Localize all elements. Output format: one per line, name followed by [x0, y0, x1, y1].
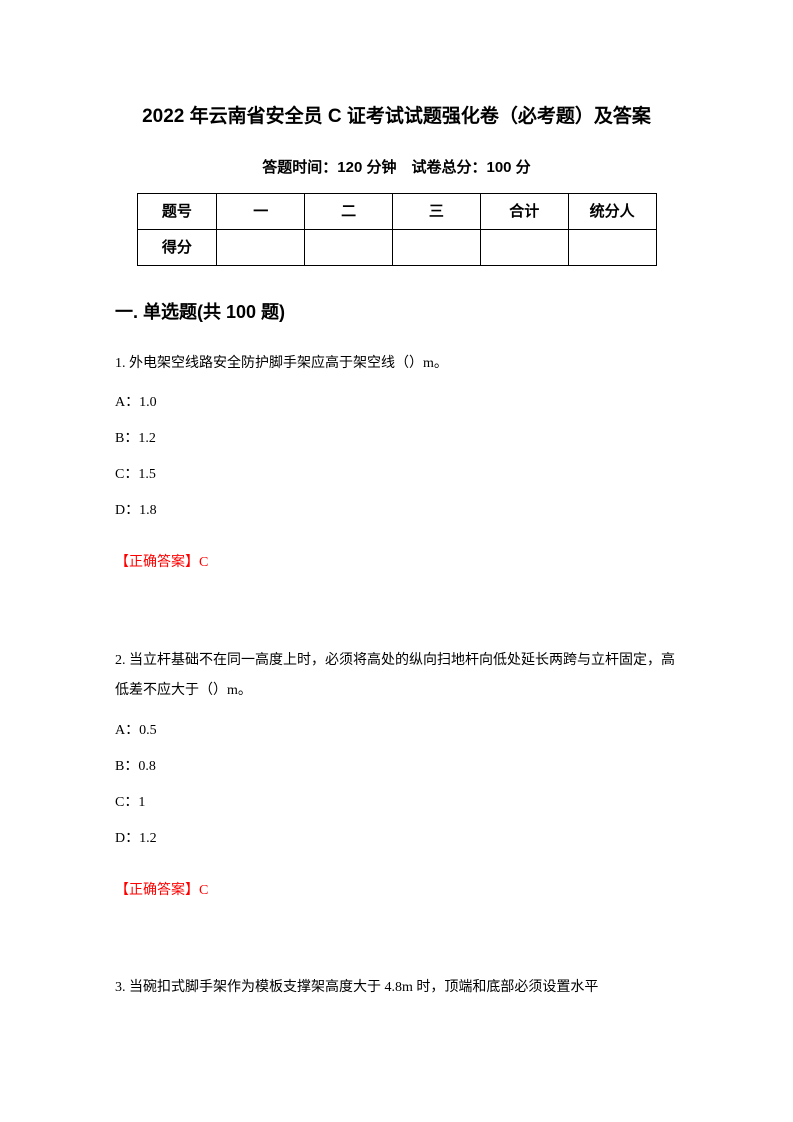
option-a: A：0.5 — [115, 717, 678, 745]
table-row: 得分 — [137, 230, 656, 266]
correct-answer: 【正确答案】C — [115, 878, 678, 903]
correct-answer: 【正确答案】C — [115, 550, 678, 575]
question-1: 1. 外电架空线路安全防护脚手架应高于架空线（）m。 A：1.0 B：1.2 C… — [115, 349, 678, 576]
option-a: A：1.0 — [115, 389, 678, 417]
option-c: C：1 — [115, 789, 678, 817]
header-col1: 一 — [217, 194, 305, 230]
option-c: C：1.5 — [115, 461, 678, 489]
table-row: 题号 一 二 三 合计 统分人 — [137, 194, 656, 230]
header-col3: 三 — [393, 194, 481, 230]
exam-title: 2022 年云南省安全员 C 证考试试题强化卷（必考题）及答案 — [115, 100, 678, 134]
score-col5 — [568, 230, 656, 266]
question-text: 1. 外电架空线路安全防护脚手架应高于架空线（）m。 — [115, 349, 678, 380]
option-b: B：0.8 — [115, 753, 678, 781]
option-d: D：1.2 — [115, 825, 678, 853]
question-3: 3. 当碗扣式脚手架作为模板支撑架高度大于 4.8m 时，顶端和底部必须设置水平 — [115, 973, 678, 1004]
header-col4: 合计 — [480, 194, 568, 230]
score-col4 — [480, 230, 568, 266]
option-b: B：1.2 — [115, 425, 678, 453]
score-label: 得分 — [137, 230, 217, 266]
section-heading: 一. 单选题(共 100 题) — [115, 296, 678, 328]
question-2: 2. 当立杆基础不在同一高度上时，必须将高处的纵向扫地杆向低处延长两跨与立杆固定… — [115, 646, 678, 904]
score-table: 题号 一 二 三 合计 统分人 得分 — [137, 193, 657, 266]
score-col1 — [217, 230, 305, 266]
score-col2 — [305, 230, 393, 266]
header-col5: 统分人 — [568, 194, 656, 230]
exam-info: 答题时间：120 分钟 试卷总分：100 分 — [115, 154, 678, 181]
question-text: 2. 当立杆基础不在同一高度上时，必须将高处的纵向扫地杆向低处延长两跨与立杆固定… — [115, 646, 678, 708]
question-text: 3. 当碗扣式脚手架作为模板支撑架高度大于 4.8m 时，顶端和底部必须设置水平 — [115, 973, 678, 1004]
score-col3 — [393, 230, 481, 266]
option-d: D：1.8 — [115, 497, 678, 525]
header-label: 题号 — [137, 194, 217, 230]
header-col2: 二 — [305, 194, 393, 230]
